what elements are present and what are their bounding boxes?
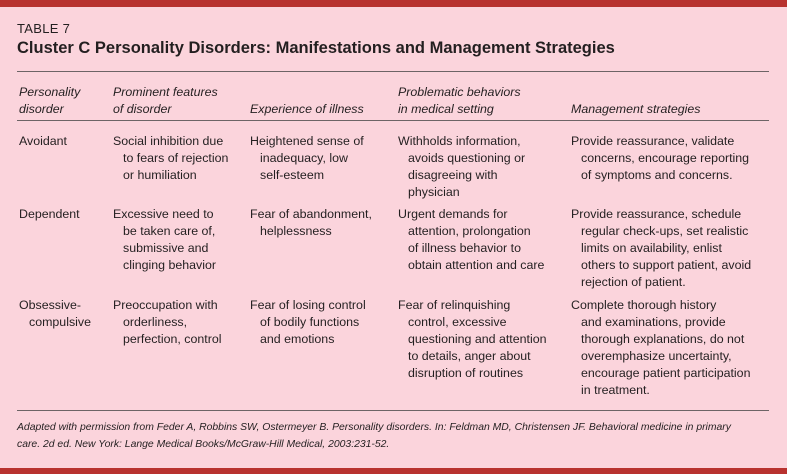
table-label: TABLE 7 (17, 21, 71, 36)
bottom-rule (17, 410, 769, 411)
row-obsessive-disorder: Obsessive- compulsive (19, 297, 91, 331)
cell-line: self-esteem (260, 168, 325, 182)
row-dependent-management: Provide reassurance, schedule regular ch… (571, 206, 751, 291)
header-rule (17, 120, 769, 121)
top-rule (17, 71, 769, 72)
table-title: Cluster C Personality Disorders: Manifes… (17, 39, 615, 57)
cell-line: control, excessive (408, 315, 507, 329)
header-line: Experience of illness (250, 102, 364, 116)
cell-line: Heightened sense of (250, 134, 364, 148)
cell-line: inadequacy, low (260, 151, 348, 165)
cell-line: clinging behavior (123, 258, 216, 272)
cell-line: disagreeing with (408, 168, 498, 182)
header-personality-disorder: Personality disorder (19, 84, 80, 118)
cell-line: and emotions (260, 332, 335, 346)
cell-line: disruption of routines (408, 366, 524, 380)
cell-line: overemphasize uncertainty, (581, 349, 732, 363)
cell-line: others to support patient, avoid (581, 258, 752, 272)
cell-line: attention, prolongation (408, 224, 531, 238)
header-line: Prominent features (113, 85, 218, 99)
row-obsessive-experience: Fear of losing control of bodily functio… (250, 297, 366, 348)
row-avoidant-management: Provide reassurance, validate concerns, … (571, 133, 749, 184)
cell-line: of illness behavior to (408, 241, 521, 255)
row-obsessive-management: Complete thorough history and examinatio… (571, 297, 750, 399)
header-line: Problematic behaviors (398, 85, 521, 99)
cell-line: Dependent (19, 207, 80, 221)
cell-line: concerns, encourage reporting (581, 151, 750, 165)
row-avoidant-disorder: Avoidant (19, 133, 67, 150)
header-management-strategies: Management strategies (571, 101, 701, 118)
footnote-line: care. 2d ed. New York: Lange Medical Boo… (17, 438, 390, 450)
top-accent-bar (0, 0, 787, 7)
bottom-accent-bar (0, 468, 787, 474)
row-dependent-features: Excessive need to be taken care of, subm… (113, 206, 216, 274)
header-prominent-features: Prominent features of disorder (113, 84, 218, 118)
cell-line: Fear of abandonment, (250, 207, 372, 221)
row-avoidant-features: Social inhibition due to fears of reject… (113, 133, 228, 184)
header-line: in medical setting (398, 102, 494, 116)
cell-line: to fears of rejection (123, 151, 229, 165)
cell-line: Obsessive- (19, 298, 81, 312)
row-avoidant-experience: Heightened sense of inadequacy, low self… (250, 133, 364, 184)
row-avoidant-behaviors: Withholds information, avoids questionin… (398, 133, 525, 201)
cell-line: Excessive need to (113, 207, 214, 221)
cell-line: avoids questioning or (408, 151, 526, 165)
row-dependent-experience: Fear of abandonment, helplessness (250, 206, 372, 240)
cell-line: obtain attention and care (408, 258, 545, 272)
cell-line: regular check-ups, set realistic (581, 224, 749, 238)
cell-line: orderliness, (123, 315, 188, 329)
cell-line: Provide reassurance, validate (571, 134, 735, 148)
cell-line: compulsive (29, 315, 91, 329)
cell-line: Urgent demands for (398, 207, 508, 221)
cell-line: Social inhibition due (113, 134, 224, 148)
source-footnote: Adapted with permission from Feder A, Ro… (17, 420, 777, 453)
cell-line: Complete thorough history (571, 298, 717, 312)
header-line: Personality (19, 85, 81, 99)
cell-line: helplessness (260, 224, 332, 238)
cell-line: encourage patient participation (581, 366, 751, 380)
cell-line: rejection of patient. (581, 275, 686, 289)
cell-line: and examinations, provide (581, 315, 726, 329)
footnote-line: Adapted with permission from Feder A, Ro… (17, 422, 731, 433)
row-dependent-behaviors: Urgent demands for attention, prolongati… (398, 206, 544, 274)
cell-line: be taken care of, (123, 224, 216, 238)
cell-line: limits on availability, enlist (581, 241, 722, 255)
cell-line: or humiliation (123, 168, 197, 182)
cell-line: of symptoms and concerns. (581, 168, 733, 182)
cell-line: physician (408, 185, 460, 199)
cell-line: Fear of relinquishing (398, 298, 511, 312)
header-experience-of-illness: Experience of illness (250, 101, 364, 118)
row-dependent-disorder: Dependent (19, 206, 80, 223)
cell-line: perfection, control (123, 332, 222, 346)
cell-line: questioning and attention (408, 332, 547, 346)
cell-line: thorough explanations, do not (581, 332, 745, 346)
row-obsessive-features: Preoccupation with orderliness, perfecti… (113, 297, 222, 348)
header-line: Management strategies (571, 102, 701, 116)
cell-line: Fear of losing control (250, 298, 366, 312)
cell-line: of bodily functions (260, 315, 360, 329)
cell-line: in treatment. (581, 383, 650, 397)
cell-line: Preoccupation with (113, 298, 218, 312)
cell-line: Withholds information, (398, 134, 521, 148)
header-line: of disorder (113, 102, 172, 116)
header-problematic-behaviors: Problematic behaviors in medical setting (398, 84, 521, 118)
cell-line: Avoidant (19, 134, 67, 148)
cell-line: Provide reassurance, schedule (571, 207, 742, 221)
row-obsessive-behaviors: Fear of relinquishing control, excessive… (398, 297, 546, 382)
cell-line: submissive and (123, 241, 209, 255)
cell-line: to details, anger about (408, 349, 531, 363)
header-line: disorder (19, 102, 64, 116)
